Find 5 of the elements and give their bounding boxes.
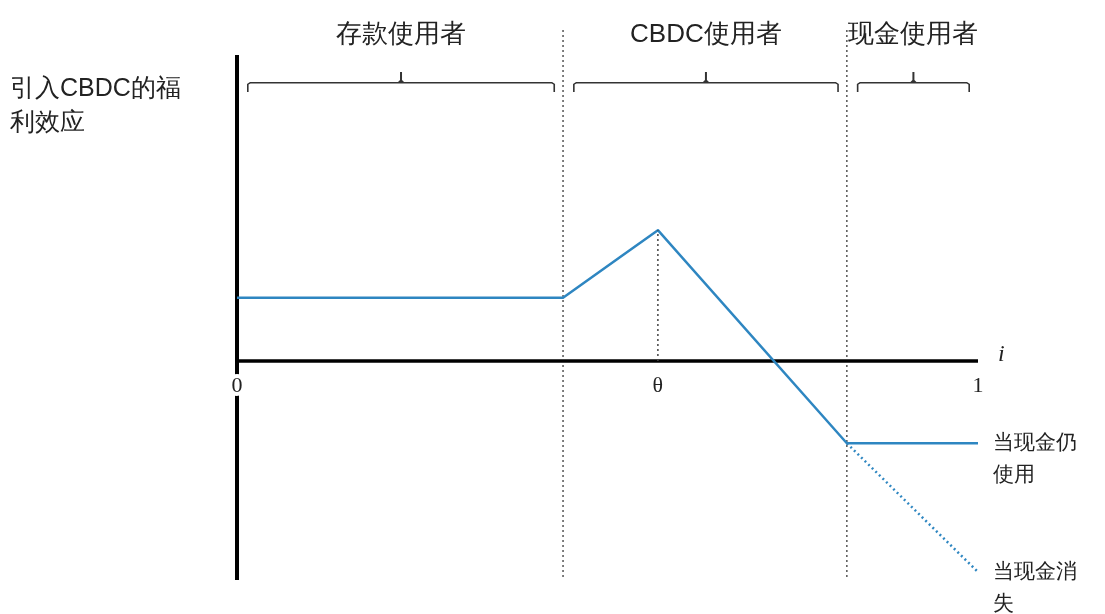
- x-label: i: [998, 339, 1005, 368]
- y-label: 引入CBDC的福利效应: [10, 72, 182, 137]
- annotation: 现金使用者: [847, 17, 980, 50]
- annotation: CBDC使用者: [629, 17, 783, 50]
- annotation: 存款使用者: [335, 17, 467, 50]
